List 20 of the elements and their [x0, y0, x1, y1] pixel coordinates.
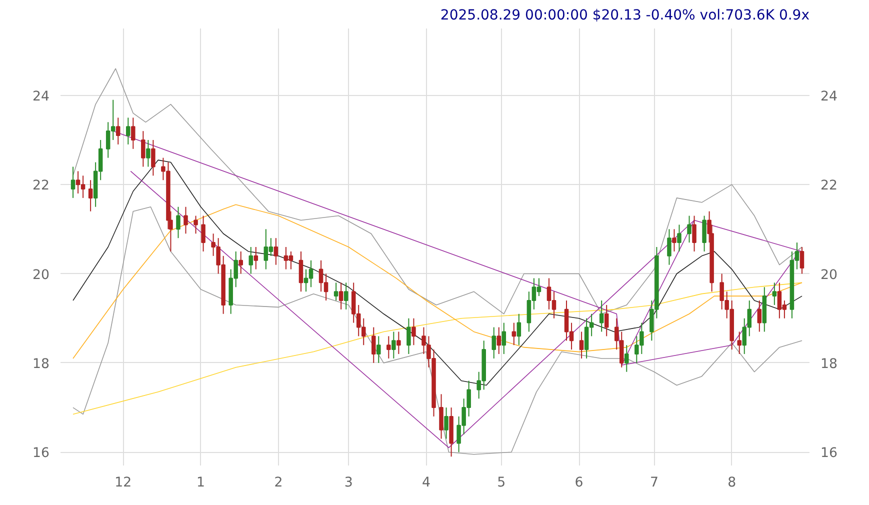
y-tick-label: 16 [32, 446, 50, 462]
y2-tick-label: 22 [820, 178, 838, 194]
y2-tick-label: 18 [820, 356, 838, 372]
y2-tick-label: 16 [820, 446, 838, 462]
x-tick-label: 6 [574, 476, 584, 490]
x-tick-label: 4 [422, 476, 430, 490]
chart-title: 2025.08.29 00:00:00 $20.13 -0.40% vol:703.6K 0.9x [440, 8, 810, 24]
y-tick-label: 22 [32, 178, 50, 194]
x-tick-label: 3 [344, 476, 353, 490]
y-tick-label: 24 [32, 89, 50, 104]
x-tick-label: 12 [114, 476, 132, 490]
x-tick-label: 8 [728, 476, 736, 490]
x-tick-label: 2 [274, 476, 283, 490]
x-tick-label: 5 [497, 476, 506, 490]
y2-tick-label: 24 [820, 89, 838, 104]
y2-tick-label: 20 [820, 268, 838, 283]
y-tick-label: 20 [32, 268, 50, 283]
x-tick-label: 7 [650, 476, 658, 490]
x-tick-label: 1 [196, 476, 206, 490]
y-tick-label: 18 [32, 356, 50, 372]
